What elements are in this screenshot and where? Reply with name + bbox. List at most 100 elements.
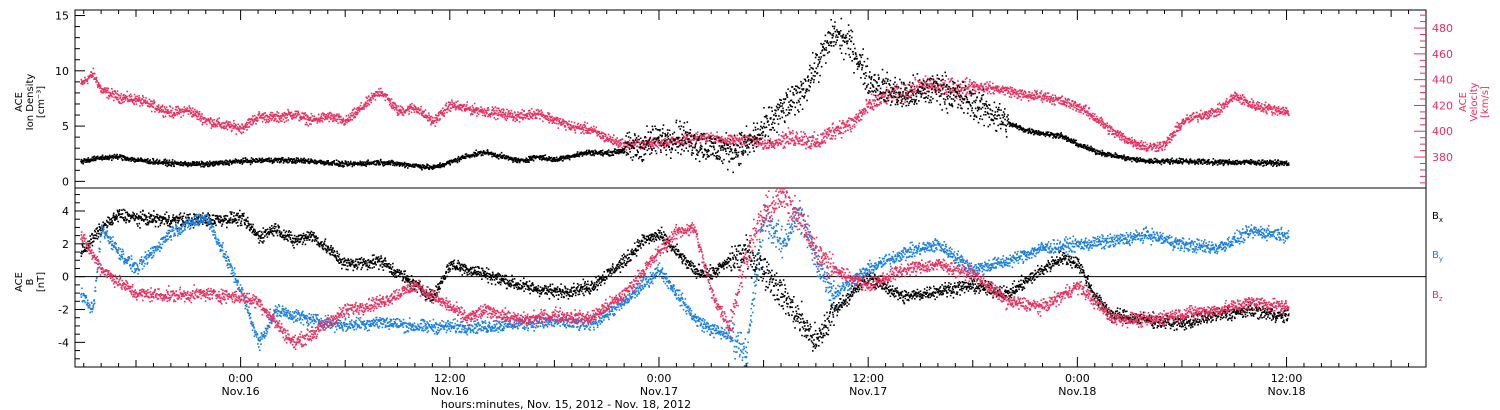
velocity-point [511, 116, 513, 119]
velocity-point [318, 117, 320, 119]
velocity-point [844, 130, 847, 132]
velocity-point [734, 136, 737, 139]
velocity-point [326, 116, 328, 119]
velocity-point [979, 84, 982, 87]
velocity-point [188, 105, 190, 107]
velocity-point [1166, 142, 1169, 144]
velocity-point [200, 118, 203, 120]
velocity-point [928, 84, 930, 87]
velocity-point [286, 113, 289, 115]
velocity-point [1005, 89, 1007, 92]
velocity-point [720, 140, 722, 143]
velocity-point [1284, 112, 1287, 114]
velocity-point [534, 112, 536, 115]
velocity-point [91, 74, 94, 76]
density-point [367, 159, 369, 161]
velocity-point [535, 117, 538, 119]
velocity-point [292, 116, 294, 118]
velocity-point [251, 124, 253, 126]
velocity-point [763, 145, 766, 148]
velocity-point [205, 120, 207, 123]
velocity-point [971, 82, 973, 84]
velocity-point [408, 107, 411, 109]
velocity-point [1110, 128, 1112, 130]
velocity-point [391, 107, 393, 109]
velocity-point [162, 116, 165, 118]
velocity-point [454, 103, 456, 106]
velocity-point [280, 116, 283, 119]
velocity-point [866, 103, 868, 105]
density-point [270, 157, 272, 160]
velocity-point [577, 126, 580, 128]
velocity-point [549, 118, 552, 121]
density-point [144, 161, 147, 163]
velocity-point [400, 110, 402, 113]
velocity-point [657, 147, 660, 149]
velocity-point [931, 87, 933, 90]
velocity-point [970, 93, 972, 96]
velocity-point [333, 116, 336, 118]
velocity-point [248, 122, 251, 124]
velocity-point [880, 95, 883, 97]
velocity-point [842, 127, 845, 129]
velocity-point [886, 100, 888, 102]
velocity-point [627, 146, 629, 149]
velocity-point [568, 127, 571, 130]
velocity-point [1005, 87, 1008, 90]
density-point [449, 164, 451, 166]
velocity-point [896, 96, 899, 99]
velocity-point [542, 120, 544, 123]
velocity-point [1065, 104, 1068, 106]
velocity-point [521, 108, 523, 111]
velocity-point [619, 145, 621, 147]
velocity-point [547, 117, 550, 120]
velocity-point [118, 94, 120, 97]
velocity-point [388, 98, 391, 100]
density-point [107, 156, 110, 158]
velocity-point [395, 106, 398, 109]
velocity-point [1019, 95, 1022, 98]
velocity-point [371, 96, 373, 99]
velocity-point [950, 78, 953, 80]
velocity-point [168, 114, 171, 117]
velocity-point [164, 107, 167, 110]
velocity-point [746, 136, 748, 139]
velocity-point [547, 119, 549, 122]
velocity-point [1276, 114, 1279, 116]
velocity-point [322, 117, 324, 120]
velocity-point [531, 113, 534, 115]
velocity-point [312, 119, 315, 122]
velocity-point [436, 114, 438, 117]
velocity-point [258, 112, 261, 115]
velocity-point [180, 111, 182, 113]
density-point [394, 164, 396, 167]
velocity-point [464, 110, 466, 112]
velocity-point [304, 123, 307, 126]
velocity-point [1071, 100, 1074, 102]
velocity-point [222, 121, 225, 124]
velocity-point [1216, 114, 1218, 117]
velocity-point [659, 143, 662, 146]
velocity-point [168, 112, 170, 114]
velocity-point [501, 111, 503, 114]
velocity-point [971, 86, 974, 88]
velocity-point [834, 135, 837, 137]
velocity-point [429, 119, 431, 122]
velocity-point [968, 93, 971, 95]
velocity-point [973, 89, 976, 92]
velocity-point [888, 96, 890, 99]
velocity-point [894, 85, 896, 88]
velocity-point [411, 102, 413, 105]
density-point [244, 157, 247, 159]
velocity-point [943, 86, 945, 88]
velocity-point [699, 142, 702, 144]
velocity-point [779, 139, 781, 141]
velocity-point [1108, 132, 1110, 135]
velocity-point [135, 103, 138, 105]
density-point [122, 159, 124, 161]
velocity-point [564, 125, 567, 127]
velocity-point [363, 103, 366, 106]
velocity-point [769, 142, 772, 145]
velocity-point [356, 107, 359, 109]
velocity-point [251, 120, 254, 122]
